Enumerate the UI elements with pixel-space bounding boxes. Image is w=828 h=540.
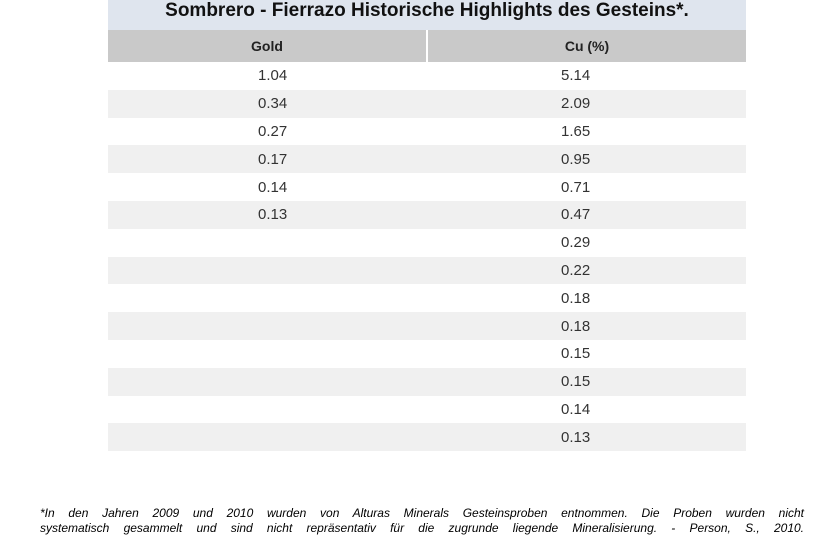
- table-row: 0.29: [108, 228, 746, 257]
- table-row: 0.27 1.65: [108, 117, 746, 146]
- gold-cell: [108, 312, 427, 340]
- table-title: Sombrero - Fierrazo Historische Highligh…: [108, 0, 746, 30]
- gold-cell: 1.04: [108, 62, 427, 90]
- gold-cell: [108, 228, 427, 257]
- cu-cell: 0.71: [427, 173, 746, 201]
- gold-cell: [108, 395, 427, 424]
- table-row: 0.18: [108, 312, 746, 340]
- cu-cell: 0.47: [427, 200, 746, 229]
- cu-cell: 0.22: [427, 256, 746, 285]
- header-gold: Gold: [108, 30, 428, 62]
- table-row: 0.22: [108, 256, 746, 285]
- cu-cell: 0.15: [427, 339, 746, 368]
- cu-cell: 0.18: [427, 312, 746, 340]
- cu-cell: 0.29: [427, 228, 746, 257]
- cu-cell: 0.95: [427, 145, 746, 174]
- table-row: 0.15: [108, 367, 746, 396]
- table-header-row: Gold Cu (%): [108, 30, 746, 62]
- table-row: 0.15: [108, 339, 746, 368]
- gold-cell: [108, 339, 427, 368]
- gold-cell: 0.34: [108, 89, 427, 118]
- table-row: 0.17 0.95: [108, 145, 746, 174]
- gold-cell: 0.13: [108, 200, 427, 229]
- footnote: *In den Jahren 2009 und 2010 wurden von …: [40, 506, 804, 536]
- table-row: 1.04 5.14: [108, 62, 746, 90]
- gold-cell: [108, 284, 427, 313]
- cu-cell: 0.14: [427, 395, 746, 424]
- assay-table: Gold Cu (%) 1.04 5.14 0.34 2.09 0.27 1.65 0.17…: [108, 30, 746, 452]
- table-row: 0.18: [108, 284, 746, 313]
- cu-cell: 0.13: [427, 423, 746, 452]
- gold-cell: [108, 367, 427, 396]
- footnote-line-1: *In den Jahren 2009 und 2010 wurden von …: [40, 506, 804, 520]
- cu-cell: 2.09: [427, 89, 746, 118]
- cu-cell: 0.15: [427, 367, 746, 396]
- gold-cell: 0.17: [108, 145, 427, 174]
- table-row: 0.34 2.09: [108, 89, 746, 118]
- header-cu: Cu (%): [427, 30, 746, 62]
- gold-cell: [108, 256, 427, 285]
- gold-cell: [108, 423, 427, 452]
- table-row: 0.14: [108, 395, 746, 424]
- table-row: 0.14 0.71: [108, 173, 746, 201]
- table-body: 1.04 5.14 0.34 2.09 0.27 1.65 0.17 0.95 0.14 0.71…: [108, 62, 746, 452]
- gold-cell: 0.14: [108, 173, 427, 201]
- table-row: 0.13 0.47: [108, 200, 746, 229]
- table-row: 0.13: [108, 423, 746, 452]
- gold-cell: 0.27: [108, 117, 427, 146]
- cu-cell: 5.14: [427, 62, 746, 90]
- cu-cell: 1.65: [427, 117, 746, 146]
- cu-cell: 0.18: [427, 284, 746, 313]
- footnote-line-2: systematisch gesammelt und sind nicht re…: [40, 521, 804, 535]
